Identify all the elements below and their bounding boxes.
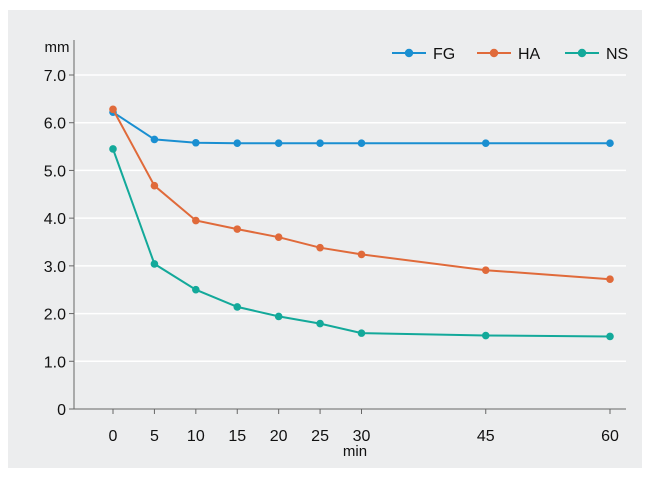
data-point-fg [606, 139, 614, 148]
y-tick-label: 0 [57, 402, 66, 419]
legend-swatch-marker [577, 48, 587, 58]
data-point-ns [109, 145, 117, 153]
data-point-fg [233, 139, 242, 148]
x-tick-label: 30 [353, 428, 371, 445]
x-tick-label: 10 [187, 428, 205, 445]
line-chart: 0 1.0 2.0 3.0 4.0 5.0 6.0 7.0 0 5 10 15 20 25 30 45 60 F… [44, 39, 628, 460]
data-point-ns [481, 331, 490, 340]
data-point-ha [481, 266, 490, 274]
legend-item-ha: HA [477, 46, 541, 63]
series-line-ns [112, 148, 611, 338]
x-tick-label: 25 [311, 428, 329, 445]
y-tick-label: 2.0 [44, 307, 66, 324]
tick-labels: 0 1.0 2.0 3.0 4.0 5.0 6.0 7.0 0 5 10 15 20 25 30 45 60 [44, 68, 619, 445]
data-point-fg [192, 138, 200, 147]
legend-swatch-marker [489, 48, 499, 58]
legend-item-fg: FG [392, 46, 455, 63]
y-axis-unit-label: mm [45, 39, 70, 56]
data-point-ha [606, 275, 614, 284]
x-tick-label: 60 [601, 428, 619, 445]
data-point-ha [274, 233, 283, 242]
data-point-fg [357, 139, 366, 148]
data-point-fg [274, 139, 283, 148]
x-tick-label: 0 [109, 428, 118, 445]
data-point-ns [606, 332, 614, 341]
data-point-ns [316, 319, 324, 328]
data-point-ha [316, 243, 324, 252]
y-tick-label: 5.0 [44, 163, 66, 180]
series-line-fg [112, 111, 610, 145]
data-point-ha [150, 181, 159, 190]
y-tick-label: 7.0 [44, 68, 66, 85]
y-tick-label: 6.0 [44, 116, 66, 133]
legend-label: HA [518, 46, 541, 63]
data-point-fg [316, 139, 324, 148]
y-tick-label: 4.0 [44, 211, 66, 228]
data-point-ha [109, 105, 117, 114]
series-lines [109, 105, 614, 341]
data-point-fg [150, 135, 159, 144]
legend-label: NS [606, 46, 628, 63]
data-point-ns [192, 285, 200, 294]
data-point-ns [233, 303, 242, 311]
data-point-ha [192, 216, 200, 225]
axes [69, 40, 626, 414]
x-axis-unit-label: min [343, 443, 367, 460]
data-point-ha [357, 250, 366, 259]
x-tick-label: 5 [150, 428, 159, 445]
legend-item-ns: NS [565, 46, 628, 63]
grid-lines [74, 74, 626, 363]
data-point-fg [481, 139, 490, 148]
y-tick-label: 3.0 [44, 259, 66, 276]
chart-panel: 0 1.0 2.0 3.0 4.0 5.0 6.0 7.0 0 5 10 15 20 25 30 45 60 F… [8, 10, 642, 468]
data-point-ns [357, 329, 366, 337]
data-point-ns [150, 260, 159, 268]
x-tick-label: 45 [477, 428, 495, 445]
legend-swatch-marker [404, 48, 414, 58]
x-tick-label: 20 [270, 428, 288, 445]
legend: FG HA NS [392, 46, 628, 63]
y-tick-label: 1.0 [44, 354, 66, 371]
data-point-ha [233, 225, 242, 233]
legend-label: FG [433, 46, 455, 63]
data-point-ns [274, 312, 283, 321]
x-tick-label: 15 [228, 428, 246, 445]
